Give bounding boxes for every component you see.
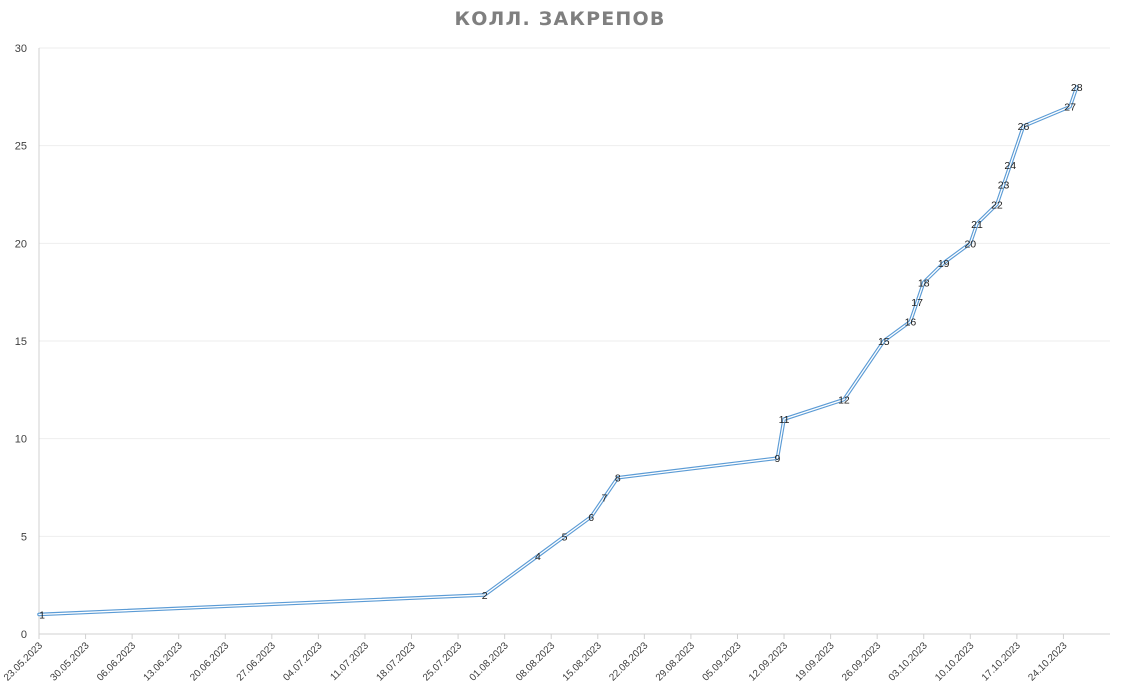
gridlines [39, 47, 1110, 537]
x-tick-label-19: 03.10.2023 [887, 640, 930, 683]
x-tick-label-11: 08.08.2023 [514, 640, 557, 683]
x-tick-label-6: 04.07.2023 [281, 640, 324, 683]
data-label-19: 19 [938, 258, 950, 270]
x-tick-label-2: 06.06.2023 [95, 640, 138, 683]
data-label-17: 17 [911, 297, 923, 309]
x-tick-label-17: 19.09.2023 [794, 640, 837, 683]
data-label-27: 27 [1064, 102, 1076, 114]
data-label-16: 16 [905, 316, 917, 328]
data-label-12: 12 [838, 395, 850, 407]
x-tick-label-21: 17.10.2023 [980, 640, 1023, 683]
y-axis-tick-labels: 0 5 10 15 20 25 30 [15, 43, 27, 641]
axes [38, 48, 1110, 639]
data-label-8: 8 [615, 473, 621, 485]
data-label-22: 22 [991, 199, 1003, 211]
data-label-5: 5 [562, 531, 568, 543]
x-tick-label-12: 15.08.2023 [561, 640, 604, 683]
series-line-inner-0 [38, 86, 1078, 616]
data-label-18: 18 [918, 277, 930, 289]
x-tick-label-1: 30.05.2023 [49, 640, 92, 683]
data-label-23: 23 [998, 180, 1010, 192]
data-label-26: 26 [1018, 121, 1030, 133]
x-tick-label-7: 11.07.2023 [328, 640, 371, 683]
data-label-1: 1 [39, 609, 45, 621]
data-label-11: 11 [779, 414, 790, 426]
y-tick-label-5: 5 [21, 531, 27, 543]
x-tick-label-10: 01.08.2023 [468, 640, 511, 683]
x-tick-label-0: 23.05.2023 [2, 640, 45, 683]
x-tick-label-16: 12.09.2023 [747, 640, 790, 683]
x-tick-label-5: 27.06.2023 [235, 640, 278, 683]
x-tick-label-20: 10.10.2023 [933, 640, 976, 683]
x-tick-label-18: 26.09.2023 [840, 640, 883, 683]
series-line-0 [37, 85, 1079, 617]
data-label-20: 20 [964, 238, 976, 250]
data-label-2: 2 [482, 590, 488, 602]
x-axis-tick-labels: 23.05.2023 30.05.2023 06.06.2023 13.06.2023… [2, 640, 1070, 683]
data-label-9: 9 [774, 453, 780, 465]
x-tick-label-3: 13.06.2023 [142, 640, 185, 683]
data-label-21: 21 [971, 219, 983, 231]
x-tick-label-14: 29.08.2023 [654, 640, 697, 683]
y-tick-label-0: 0 [21, 629, 27, 641]
chart-title: КОЛЛ. ЗАКРЕПОВ [454, 8, 665, 30]
y-tick-label-30: 30 [15, 43, 27, 55]
x-tick-label-4: 20.06.2023 [188, 640, 231, 683]
y-tick-label-15: 15 [15, 336, 27, 348]
data-label-24: 24 [1004, 160, 1016, 172]
data-label-15: 15 [878, 336, 890, 348]
y-tick-label-25: 25 [15, 141, 27, 153]
data-label-7: 7 [602, 492, 608, 504]
x-tick-label-9: 25.07.2023 [421, 640, 464, 683]
x-tick-label-22: 24.10.2023 [1026, 640, 1069, 683]
y-tick-label-10: 10 [15, 434, 27, 446]
data-label-4: 4 [535, 551, 541, 563]
x-tick-label-8: 18.07.2023 [374, 640, 417, 683]
y-tick-label-20: 20 [15, 238, 27, 250]
data-label-28: 28 [1071, 82, 1083, 94]
series-lines [37, 85, 1079, 617]
data-label-6: 6 [588, 512, 594, 524]
x-tick-label-15: 05.09.2023 [700, 640, 743, 683]
x-tick-label-13: 22.08.2023 [607, 640, 650, 683]
